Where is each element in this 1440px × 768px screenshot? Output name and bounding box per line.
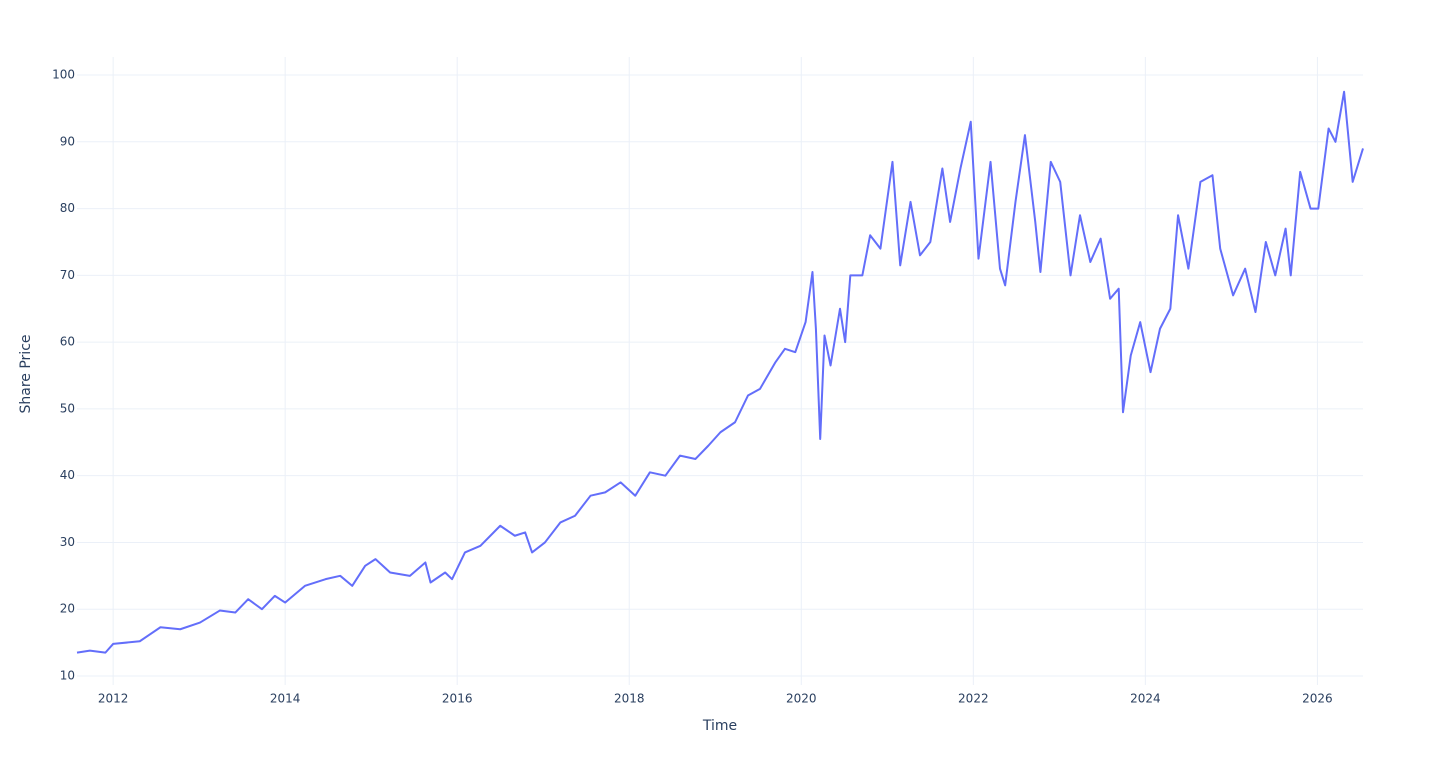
x-tick-label: 2012 [98, 692, 129, 706]
y-tick-label: 100 [52, 68, 75, 82]
x-tick-label: 2024 [1130, 692, 1161, 706]
y-tick-label: 30 [60, 535, 75, 549]
y-tick-label: 60 [60, 335, 75, 349]
y-tick-label: 50 [60, 401, 75, 415]
y-tick-label: 80 [60, 201, 75, 215]
x-tick-label: 2026 [1302, 692, 1333, 706]
plot-area [76, 90, 1364, 654]
y-tick-label: 10 [60, 668, 75, 682]
y-axis-title: Share Price [18, 334, 34, 413]
grid [77, 57, 1363, 685]
x-tick-label: 2014 [270, 692, 301, 706]
y-tick-label: 90 [60, 134, 75, 148]
y-tick-label: 70 [60, 268, 75, 282]
y-tick-label: 20 [60, 602, 75, 616]
x-axis-title: Time [702, 718, 737, 734]
x-tick-label: 2016 [442, 692, 473, 706]
x-tick-label: 2018 [614, 692, 645, 706]
y-tick-label: 40 [60, 468, 75, 482]
line-series [76, 90, 1364, 654]
x-tick-label: 2020 [786, 692, 817, 706]
x-tick-label: 2022 [958, 692, 989, 706]
